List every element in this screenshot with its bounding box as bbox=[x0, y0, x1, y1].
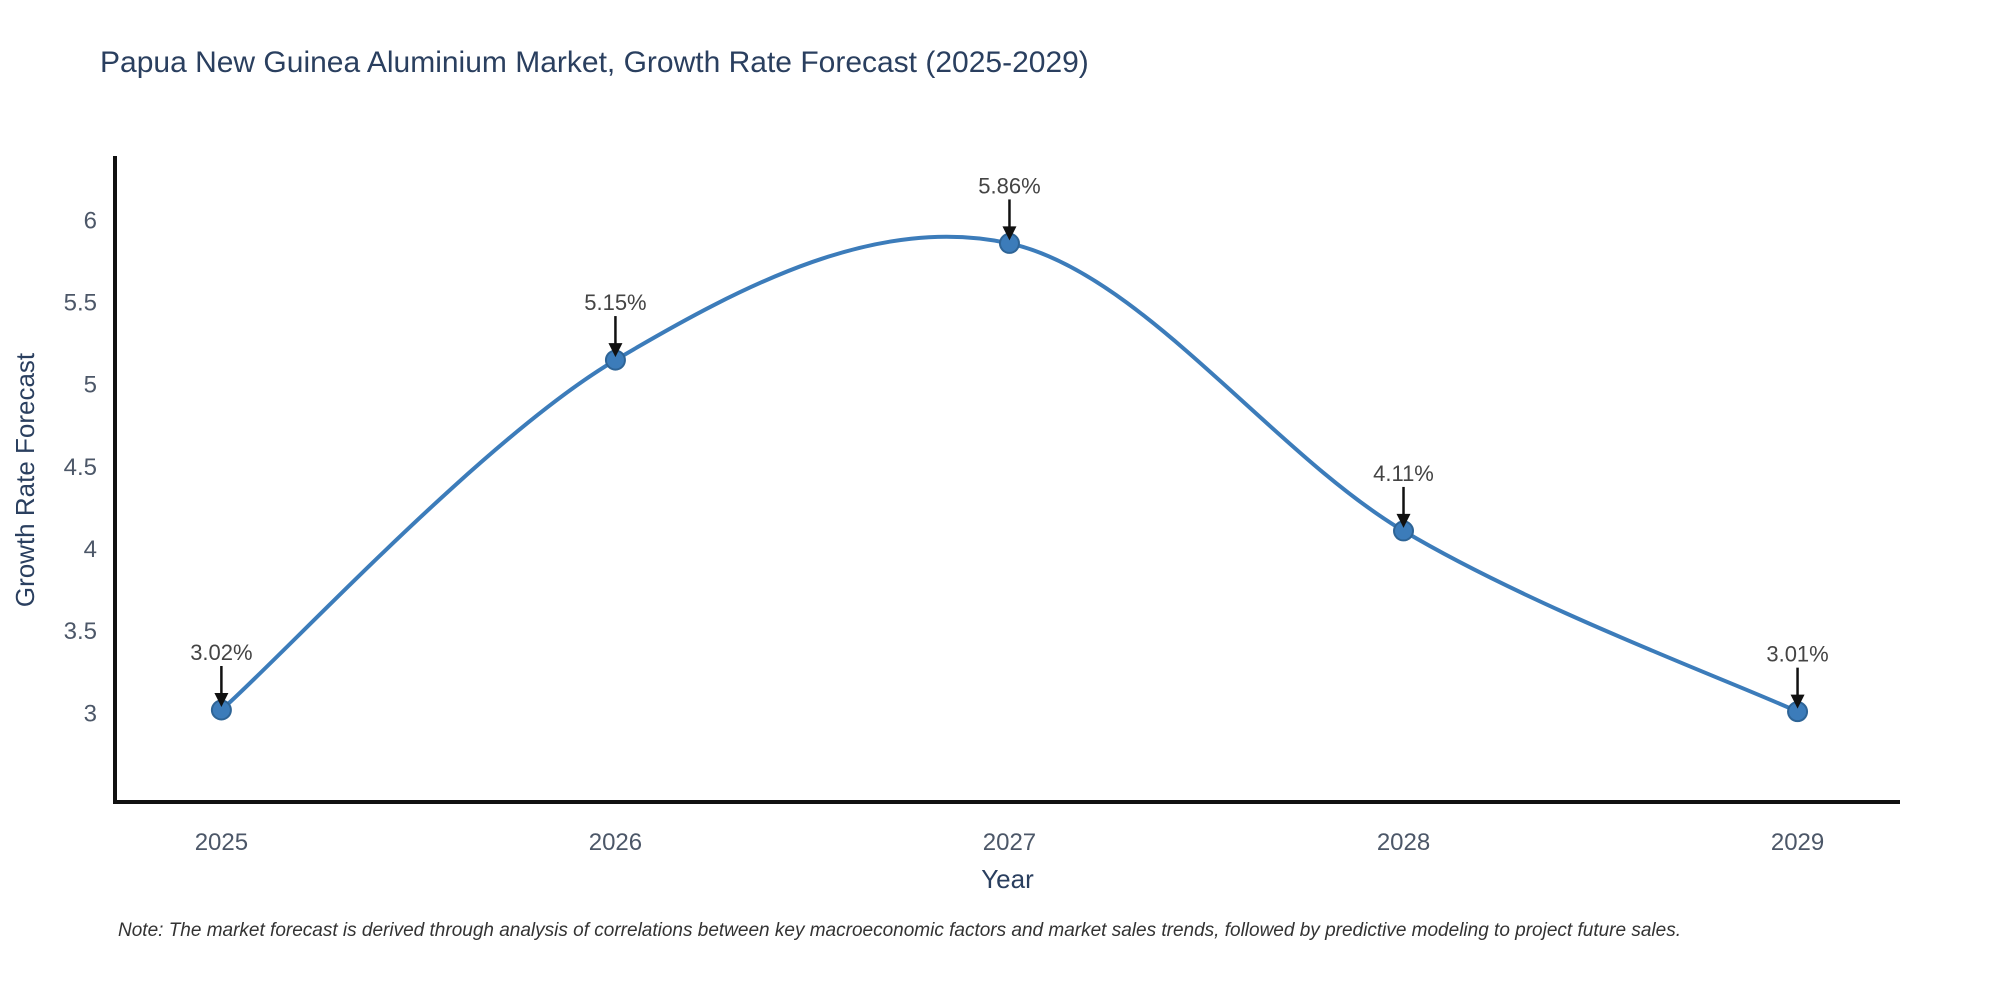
y-tick-label: 3.5 bbox=[64, 618, 97, 645]
y-tick-label: 6 bbox=[84, 207, 97, 234]
x-tick-label: 2026 bbox=[589, 829, 642, 856]
annotation-label: 4.11% bbox=[1373, 461, 1434, 486]
annotation-arrowhead bbox=[1396, 513, 1411, 528]
x-tick-label: 2028 bbox=[1377, 829, 1430, 856]
footnote: Note: The market forecast is derived thr… bbox=[118, 920, 1681, 941]
chart-title: Papua New Guinea Aluminium Market, Growt… bbox=[100, 46, 1089, 79]
annotation-label: 5.86% bbox=[978, 173, 1040, 198]
y-tick-label: 5 bbox=[84, 372, 97, 399]
y-axis-title: Growth Rate Forecast bbox=[10, 352, 40, 607]
x-tick-label: 2029 bbox=[1771, 829, 1824, 856]
y-tick-label: 4.5 bbox=[64, 454, 97, 481]
annotation-label: 5.15% bbox=[584, 290, 646, 315]
annotation-label: 3.02% bbox=[190, 640, 252, 665]
annotation-label: 3.01% bbox=[1766, 642, 1828, 667]
annotation-arrowhead bbox=[214, 693, 229, 707]
annotation-arrowhead bbox=[1002, 226, 1017, 241]
plot-area[interactable] bbox=[115, 158, 1900, 802]
y-tick-label: 4 bbox=[84, 536, 97, 563]
x-axis-title: Year bbox=[981, 864, 1034, 894]
annotation-arrowhead bbox=[608, 343, 623, 358]
y-tick-label: 3 bbox=[84, 700, 97, 727]
annotation-arrowhead bbox=[1790, 694, 1805, 709]
x-tick-label: 2025 bbox=[195, 829, 248, 856]
y-tick-label: 5.5 bbox=[64, 290, 97, 317]
x-tick-label: 2027 bbox=[983, 829, 1036, 856]
